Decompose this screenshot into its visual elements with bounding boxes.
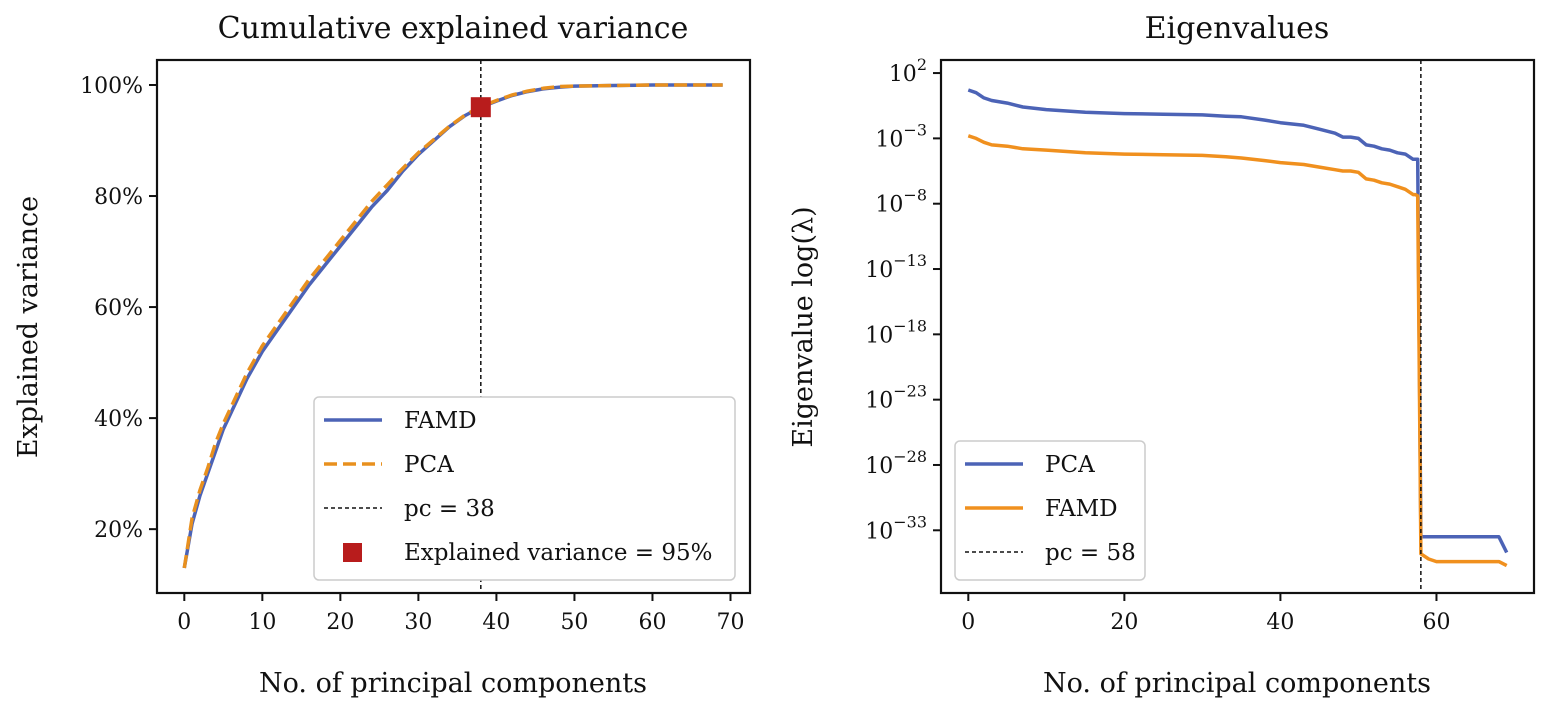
y-axis-label: Eigenvalue log(λ) [788,206,819,447]
y-tick-label: 10−13 [865,251,927,283]
cumulative-variance-chart: Cumulative explained variance No. of pri… [13,11,752,699]
series-lines [182,83,723,569]
x-tick-label: 40 [1266,610,1294,635]
y-tick-label: 10−33 [865,512,927,544]
x-tick-label: 20 [326,610,354,635]
legend-box [313,396,736,581]
series-line-pca [182,83,723,569]
x-tick-label: 60 [638,610,666,635]
y-tick-label: 40% [94,407,143,432]
x-tick-label: 30 [404,610,432,635]
y-tick-label: 60% [94,296,143,321]
axis-ticks: 0 20 40 60 102 10−3 10−8 10−13 10−18 10−23 10−28 10… [865,55,1450,635]
x-tick-label: 50 [560,610,588,635]
eigenvalues-chart: Eigenvalues No. of principal components … [788,11,1536,699]
y-tick-label: 10−18 [865,316,927,348]
threshold-marker [470,97,491,118]
legend-label-famd: FAMD [404,408,477,434]
x-tick-label: 40 [482,610,510,635]
y-tick-label: 100% [80,74,143,99]
x-tick-label: 70 [716,610,744,635]
legend-label-pc: pc = 58 [1045,540,1136,566]
y-tick-label: 20% [94,518,143,543]
y-axis-label: Explained variance [13,196,44,458]
plot-frame [939,58,1536,595]
legend-label-marker: Explained variance = 95% [404,540,712,566]
legend-label-pca: PCA [404,452,454,478]
x-tick-label: 0 [177,610,191,635]
x-axis-label: No. of principal components [259,668,647,699]
legend-label-famd: FAMD [1045,496,1118,522]
legend-label-pc: pc = 38 [404,496,495,522]
y-tick-label: 80% [94,185,143,210]
legend-swatch-marker [343,543,362,562]
legend-box [954,440,1146,581]
series-line-famd [967,134,1508,568]
x-tick-label: 10 [248,610,276,635]
y-tick-label: 10−8 [875,186,927,218]
chart-title: Cumulative explained variance [218,11,689,46]
y-tick-label: 102 [889,55,927,87]
y-tick-label: 10−28 [865,447,927,479]
x-tick-label: 60 [1422,610,1450,635]
legend-label-pca: PCA [1045,452,1095,478]
x-axis-label: No. of principal components [1043,668,1431,699]
plot-frame [155,58,752,595]
y-tick-label: 10−23 [865,382,927,414]
series-lines [967,88,1509,568]
x-tick-label: 20 [1110,610,1138,635]
x-tick-label: 0 [961,610,975,635]
chart-title: Eigenvalues [1145,11,1330,46]
y-tick-label: 10−3 [875,120,927,152]
legend: PCA FAMD pc = 58 [954,440,1146,581]
legend: FAMD PCA pc = 38 Explained variance = 95… [313,396,736,581]
axis-ticks: 0 10 20 30 40 50 60 70 20% 40% 60% 80% 100% [80,74,744,635]
